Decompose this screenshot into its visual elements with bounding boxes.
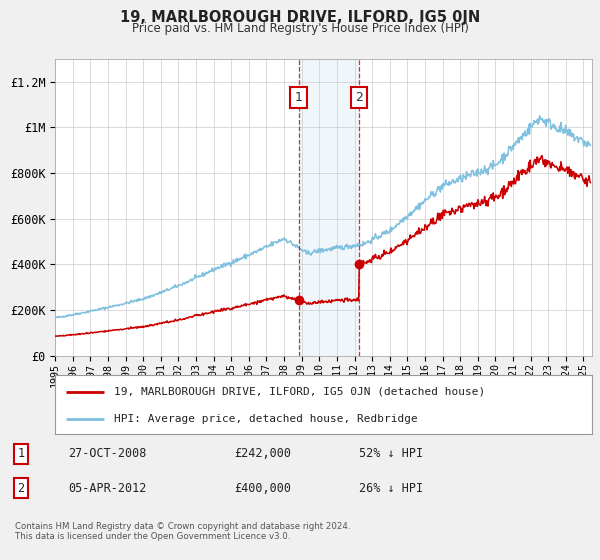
- Text: 05-APR-2012: 05-APR-2012: [68, 482, 147, 494]
- Text: £242,000: £242,000: [235, 447, 292, 460]
- Text: 19, MARLBOROUGH DRIVE, ILFORD, IG5 0JN: 19, MARLBOROUGH DRIVE, ILFORD, IG5 0JN: [120, 10, 480, 25]
- Text: 1: 1: [295, 91, 302, 104]
- Text: 19, MARLBOROUGH DRIVE, ILFORD, IG5 0JN (detached house): 19, MARLBOROUGH DRIVE, ILFORD, IG5 0JN (…: [114, 386, 485, 396]
- Text: HPI: Average price, detached house, Redbridge: HPI: Average price, detached house, Redb…: [114, 414, 418, 424]
- Text: 1: 1: [17, 447, 25, 460]
- Text: £400,000: £400,000: [235, 482, 292, 494]
- Text: Price paid vs. HM Land Registry's House Price Index (HPI): Price paid vs. HM Land Registry's House …: [131, 22, 469, 35]
- Bar: [299, 59, 359, 356]
- Text: 2: 2: [355, 91, 363, 104]
- Text: 27-OCT-2008: 27-OCT-2008: [68, 447, 147, 460]
- Text: Contains HM Land Registry data © Crown copyright and database right 2024.
This d: Contains HM Land Registry data © Crown c…: [15, 522, 350, 542]
- Text: 52% ↓ HPI: 52% ↓ HPI: [359, 447, 424, 460]
- Text: 2: 2: [17, 482, 25, 494]
- Text: 26% ↓ HPI: 26% ↓ HPI: [359, 482, 424, 494]
